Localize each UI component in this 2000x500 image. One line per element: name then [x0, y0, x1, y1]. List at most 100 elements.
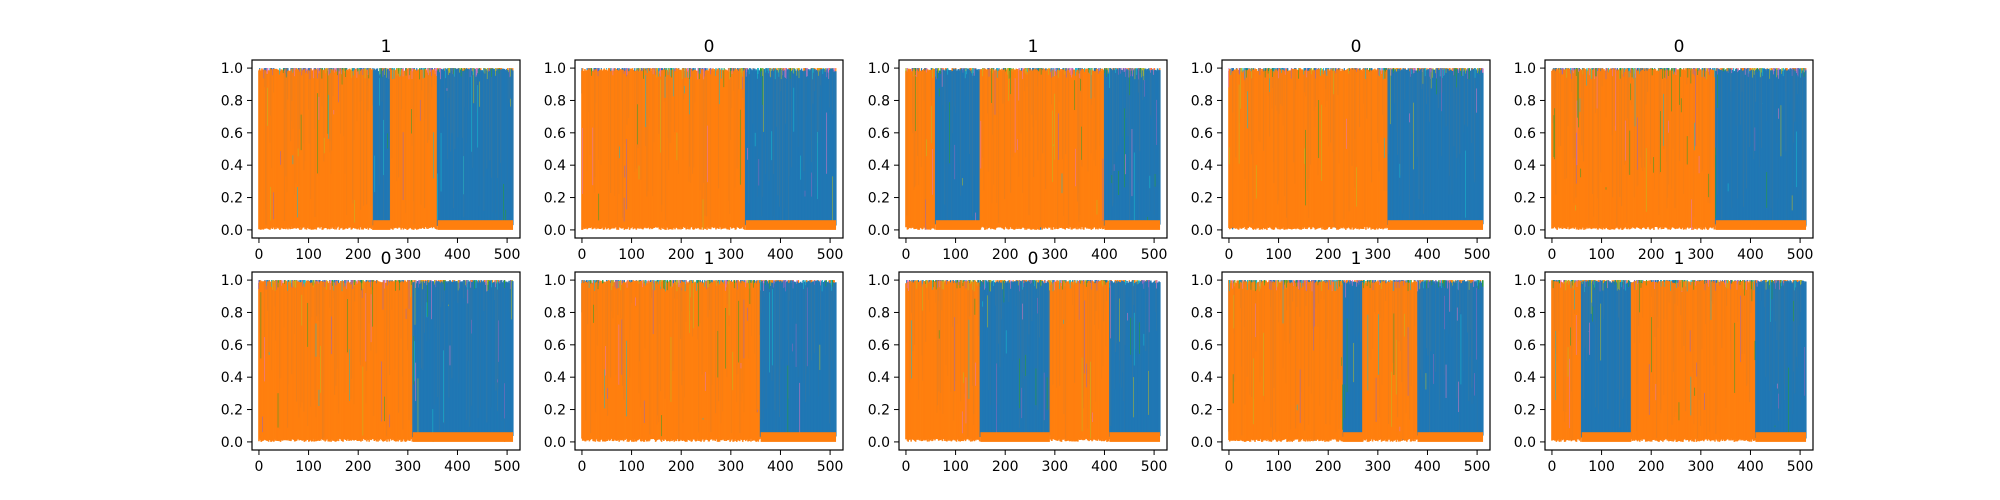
x-tick-label: 300	[1364, 247, 1391, 263]
series-floor	[412, 432, 514, 442]
x-tick-label: 200	[992, 459, 1019, 475]
x-tick-label: 500	[1141, 247, 1168, 263]
x-tick-label: 500	[817, 459, 844, 475]
x-tick-label: 300	[717, 247, 744, 263]
series-floor	[980, 432, 1050, 442]
y-tick-label: 0.0	[1191, 223, 1213, 239]
x-tick-label: 500	[1787, 247, 1814, 263]
y-tick-label: 0.6	[1514, 126, 1536, 142]
axes-frame	[574, 59, 844, 239]
y-tick-label: 0.4	[544, 370, 566, 386]
y-tick-label: 0.4	[221, 370, 243, 386]
y-tick-label: 0.6	[544, 338, 566, 354]
y-tick-label: 0.4	[868, 158, 890, 174]
y-tick-label: 1.0	[868, 273, 890, 289]
y-tick-label: 0.8	[544, 305, 566, 321]
subplot-7: 1 0 100 200 300 400 500 0.0 0.2 0.4 0.6 0.8 1.0	[544, 249, 844, 475]
x-tick-label: 300	[1041, 247, 1068, 263]
x-tick-label: 100	[1265, 247, 1292, 263]
subplot-2: 0 0 100 200 300 400 500 0.0 0.2 0.4 0.6 0.8 1.0	[544, 37, 844, 263]
axes-frame	[251, 271, 521, 451]
y-tick-label: 0.6	[868, 338, 890, 354]
x-tick-label: 0	[577, 247, 586, 263]
y-tick-label: 0.0	[544, 223, 566, 239]
y-tick-label: 0.2	[868, 403, 890, 419]
x-tick-label: 0	[577, 459, 586, 475]
y-tick-label: 0.8	[1191, 93, 1213, 109]
axes-frame	[574, 271, 844, 451]
x-tick-label: 400	[444, 247, 471, 263]
plot-area	[1228, 68, 1484, 230]
subplot-title: 1	[1028, 37, 1039, 57]
plot-area	[1551, 68, 1807, 230]
series-floor	[1104, 220, 1161, 230]
y-tick-label: 0.2	[221, 403, 243, 419]
x-tick-label: 300	[1041, 459, 1068, 475]
y-tick-label: 1.0	[221, 61, 243, 77]
x-tick-label: 0	[901, 247, 910, 263]
x-tick-label: 200	[1315, 247, 1342, 263]
axes-frame	[1544, 59, 1814, 239]
x-tick-label: 200	[668, 459, 695, 475]
x-tick-label: 500	[817, 247, 844, 263]
y-tick-label: 1.0	[1191, 61, 1213, 77]
x-tick-label: 400	[767, 247, 794, 263]
y-tick-label: 0.4	[544, 158, 566, 174]
x-tick-label: 200	[345, 247, 372, 263]
subplot-6: 0 0 100 200 300 400 500 0.0 0.2 0.4 0.6 0.8 1.0	[221, 249, 521, 475]
x-tick-label: 100	[1588, 247, 1615, 263]
y-tick-label: 0.4	[221, 158, 243, 174]
plot-area	[905, 280, 1161, 442]
x-tick-label: 100	[618, 247, 645, 263]
series-floor	[935, 220, 981, 230]
y-tick-label: 1.0	[544, 273, 566, 289]
y-tick-label: 0.4	[1514, 158, 1536, 174]
subplot-title: 0	[704, 37, 715, 57]
x-tick-label: 500	[1464, 247, 1491, 263]
x-tick-label: 200	[668, 247, 695, 263]
y-tick-label: 0.6	[868, 126, 890, 142]
x-tick-label: 400	[1091, 247, 1118, 263]
plot-area	[581, 280, 837, 442]
y-tick-label: 0.2	[221, 191, 243, 207]
y-tick-label: 1.0	[1514, 61, 1536, 77]
plot-area	[1228, 280, 1484, 442]
series-floor	[437, 220, 514, 230]
y-tick-label: 1.0	[868, 61, 890, 77]
series-floor	[760, 432, 837, 442]
subplot-4: 0 0 100 200 300 400 500 0.0 0.2 0.4 0.6 0.8 1.0	[1191, 37, 1491, 263]
y-tick-label: 0.4	[868, 370, 890, 386]
x-tick-label: 400	[444, 459, 471, 475]
x-tick-label: 300	[1687, 247, 1714, 263]
x-tick-label: 200	[992, 247, 1019, 263]
x-tick-label: 100	[942, 247, 969, 263]
y-tick-label: 0.6	[544, 126, 566, 142]
x-tick-label: 200	[1638, 247, 1665, 263]
x-tick-label: 400	[767, 459, 794, 475]
axes-frame	[898, 59, 1168, 239]
subplot-5: 0 0 100 200 300 400 500 0.0 0.2 0.4 0.6 0.8 1.0	[1514, 37, 1814, 263]
subplot-title: 0	[381, 249, 392, 269]
y-tick-label: 0.0	[868, 223, 890, 239]
subplot-title: 1	[381, 37, 392, 57]
subplot-3: 1 0 100 200 300 400 500 0.0 0.2 0.4 0.6 0.8 1.0	[868, 37, 1168, 263]
x-tick-label: 300	[394, 247, 421, 263]
x-tick-label: 0	[901, 459, 910, 475]
axes-frame	[251, 59, 521, 239]
y-tick-label: 0.8	[868, 93, 890, 109]
series-floor	[373, 220, 391, 230]
x-tick-label: 500	[494, 247, 521, 263]
y-tick-label: 0.0	[1514, 223, 1536, 239]
y-tick-label: 0.2	[1514, 191, 1536, 207]
subplot-8: 0 0 100 200 300 400 500 0.0 0.2 0.4 0.6 0.8 1.0	[868, 249, 1168, 475]
y-tick-label: 0.8	[1514, 93, 1536, 109]
x-tick-label: 100	[295, 459, 322, 475]
y-tick-label: 0.0	[868, 435, 890, 451]
x-tick-label: 500	[494, 459, 521, 475]
axes-frame	[898, 271, 1168, 451]
subplot-title: 0	[1028, 249, 1039, 269]
subplot-title: 0	[1674, 37, 1685, 57]
y-tick-label: 0.2	[544, 403, 566, 419]
